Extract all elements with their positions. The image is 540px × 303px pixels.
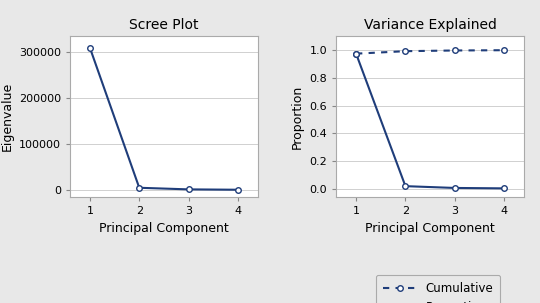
Y-axis label: Proportion: Proportion [291, 85, 304, 149]
X-axis label: Principal Component: Principal Component [365, 221, 495, 235]
Cumulative [353, 52, 359, 55]
Proportion [501, 187, 507, 190]
Proportion [353, 52, 359, 55]
Cumulative [451, 49, 458, 52]
X-axis label: Principal Component: Principal Component [99, 221, 229, 235]
Legend: Cumulative, Proportion: Cumulative, Proportion [376, 275, 501, 303]
Proportion [451, 186, 458, 190]
Y-axis label: Eigenvalue: Eigenvalue [1, 82, 14, 151]
Title: Variance Explained: Variance Explained [363, 18, 496, 32]
Proportion [402, 184, 409, 188]
Line: Proportion: Proportion [353, 51, 507, 191]
Line: Cumulative: Cumulative [353, 48, 507, 56]
Cumulative [402, 49, 409, 53]
Cumulative [501, 48, 507, 52]
Title: Scree Plot: Scree Plot [129, 18, 199, 32]
